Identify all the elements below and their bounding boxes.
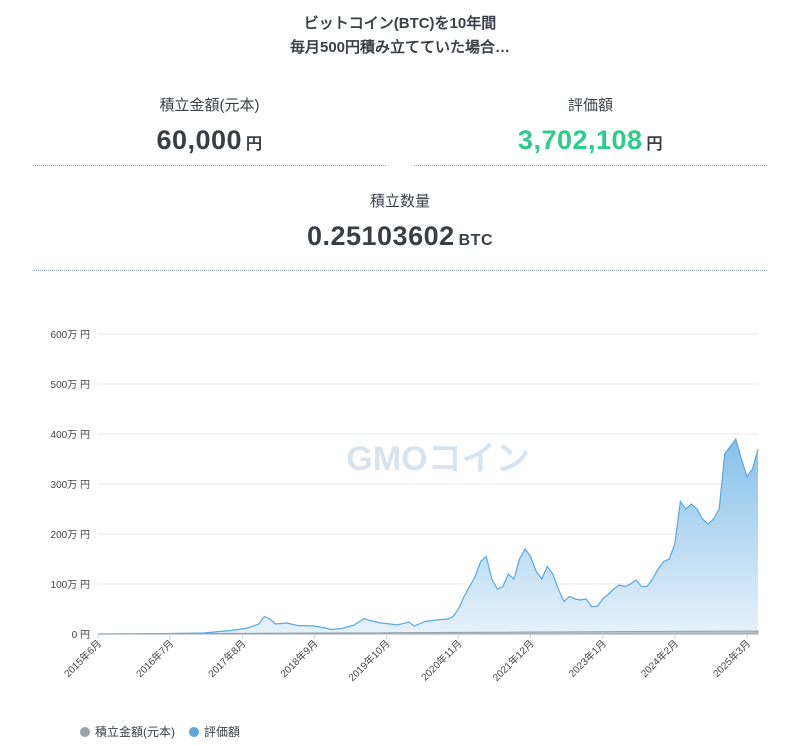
chart-legend: 積立金額(元本) 評価額 [80, 723, 240, 740]
y-tick-label: 400万 円 [51, 430, 90, 441]
y-tick-label: 0 円 [72, 630, 90, 641]
valuation-label: 評価額 [567, 97, 613, 114]
x-tick-label: 2018年9月 [277, 637, 320, 680]
y-axis: 0 円 100万 円 200万 円 300万 円 400万 円 500万 円 600万 円 [51, 330, 90, 641]
quantity-label: 積立数量 [369, 193, 430, 210]
valuation-area [98, 439, 758, 634]
y-tick-label: 200万 円 [51, 530, 90, 541]
series-layer [97, 437, 759, 635]
valuation-value-row: 3,702,108 円 [414, 125, 767, 156]
principal-stat: 積立金額(元本) 60,000 円 [33, 94, 386, 156]
x-tick-label: 2016年7月 [133, 637, 176, 680]
x-tick-label: 2015年6月 [61, 637, 104, 680]
x-tick-label: 2023年1月 [566, 637, 609, 680]
principal-value-row: 60,000 円 [33, 125, 386, 156]
x-tick-label: 2021年12月 [490, 637, 537, 684]
headline-line-1: ビットコイン(BTC)を10年間 [303, 15, 497, 32]
valuation-stat: 評価額 3,702,108 円 [414, 94, 767, 156]
valuation-line [97, 437, 759, 635]
x-tick-label: 2020年11月 [418, 637, 464, 683]
principal-value: 60,000 [156, 125, 243, 155]
x-tick-label: 2017年8月 [205, 637, 248, 680]
legend-item-principal[interactable]: 積立金額(元本) [80, 723, 175, 740]
y-tick-label: 500万 円 [51, 380, 90, 391]
principal-label: 積立金額(元本) [159, 97, 260, 114]
y-tick-label: 100万 円 [51, 580, 90, 591]
headline: ビットコイン(BTC)を10年間 毎月500円積み立てていた場合… [0, 12, 800, 60]
x-tick-label: 2019年10月 [346, 637, 393, 684]
x-tick-label: 2025年3月 [710, 637, 753, 680]
quantity-value: 0.25103602 [306, 221, 455, 251]
legend-label-valuation: 評価額 [204, 725, 241, 739]
legend-item-valuation[interactable]: 評価額 [189, 723, 240, 740]
valuation-divider [414, 165, 767, 166]
watermark-logo: GMOコイン [346, 440, 529, 478]
y-tick-label: 600万 円 [51, 330, 90, 341]
quantity-divider [33, 270, 767, 271]
headline-line-2: 毎月500円積み立てていた場合… [289, 39, 511, 56]
x-axis: 2015年6月 2016年7月 2017年8月 2018年9月 2019年10月 2020… [61, 634, 753, 684]
quantity-stat: 積立数量 0.25103602 BTC [33, 190, 767, 252]
valuation-value: 3,702,108 [517, 125, 643, 155]
x-tick-label: 2024年2月 [638, 637, 681, 680]
legend-dot-valuation [189, 726, 199, 737]
principal-divider [33, 165, 386, 166]
y-tick-label: 300万 円 [51, 480, 90, 491]
quantity-unit: BTC [458, 232, 494, 249]
valuation-unit: 円 [646, 136, 664, 153]
legend-dot-principal [80, 726, 90, 737]
grid-lines [98, 333, 758, 635]
valuation-chart: GMOコイン 0 円 100万 円 200万 円 300万 円 400万 円 500万 円… [51, 330, 759, 684]
quantity-value-row: 0.25103602 BTC [33, 221, 767, 252]
legend-label-principal: 積立金額(元本) [95, 725, 175, 739]
principal-area [97, 630, 759, 635]
principal-unit: 円 [246, 136, 263, 153]
